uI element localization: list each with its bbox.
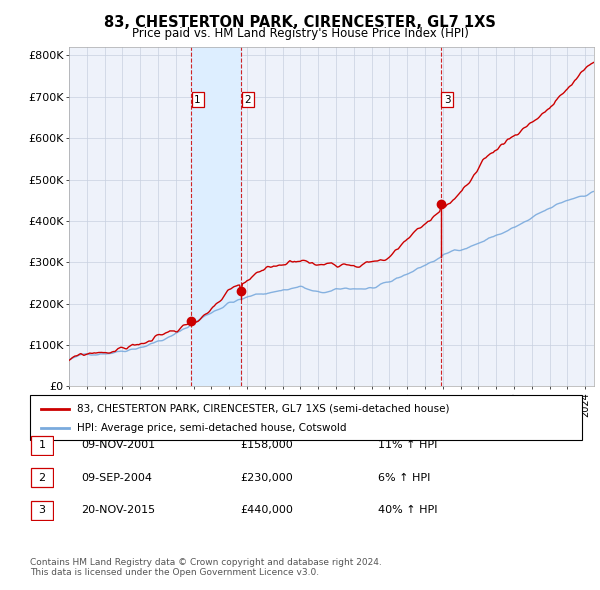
Text: 83, CHESTERTON PARK, CIRENCESTER, GL7 1XS: 83, CHESTERTON PARK, CIRENCESTER, GL7 1X… xyxy=(104,15,496,30)
Text: Contains HM Land Registry data © Crown copyright and database right 2024.
This d: Contains HM Land Registry data © Crown c… xyxy=(30,558,382,577)
Text: 20-NOV-2015: 20-NOV-2015 xyxy=(81,506,155,515)
Text: 1: 1 xyxy=(38,441,46,450)
Text: £230,000: £230,000 xyxy=(240,473,293,483)
Text: 11% ↑ HPI: 11% ↑ HPI xyxy=(378,441,437,450)
Text: 2: 2 xyxy=(38,473,46,483)
Text: £158,000: £158,000 xyxy=(240,441,293,450)
FancyBboxPatch shape xyxy=(30,395,582,440)
Text: 6% ↑ HPI: 6% ↑ HPI xyxy=(378,473,430,483)
Text: HPI: Average price, semi-detached house, Cotswold: HPI: Average price, semi-detached house,… xyxy=(77,424,346,434)
Text: 3: 3 xyxy=(38,506,46,515)
Text: 2: 2 xyxy=(245,95,251,105)
Text: 09-NOV-2001: 09-NOV-2001 xyxy=(81,441,155,450)
Text: 1: 1 xyxy=(194,95,201,105)
Bar xyxy=(191,47,241,386)
FancyBboxPatch shape xyxy=(31,501,53,520)
FancyBboxPatch shape xyxy=(31,436,53,455)
Text: 09-SEP-2004: 09-SEP-2004 xyxy=(81,473,152,483)
FancyBboxPatch shape xyxy=(31,468,53,487)
Text: Price paid vs. HM Land Registry's House Price Index (HPI): Price paid vs. HM Land Registry's House … xyxy=(131,27,469,40)
Text: 40% ↑ HPI: 40% ↑ HPI xyxy=(378,506,437,515)
Text: 3: 3 xyxy=(444,95,451,105)
Text: 83, CHESTERTON PARK, CIRENCESTER, GL7 1XS (semi-detached house): 83, CHESTERTON PARK, CIRENCESTER, GL7 1X… xyxy=(77,404,449,414)
Text: £440,000: £440,000 xyxy=(240,506,293,515)
